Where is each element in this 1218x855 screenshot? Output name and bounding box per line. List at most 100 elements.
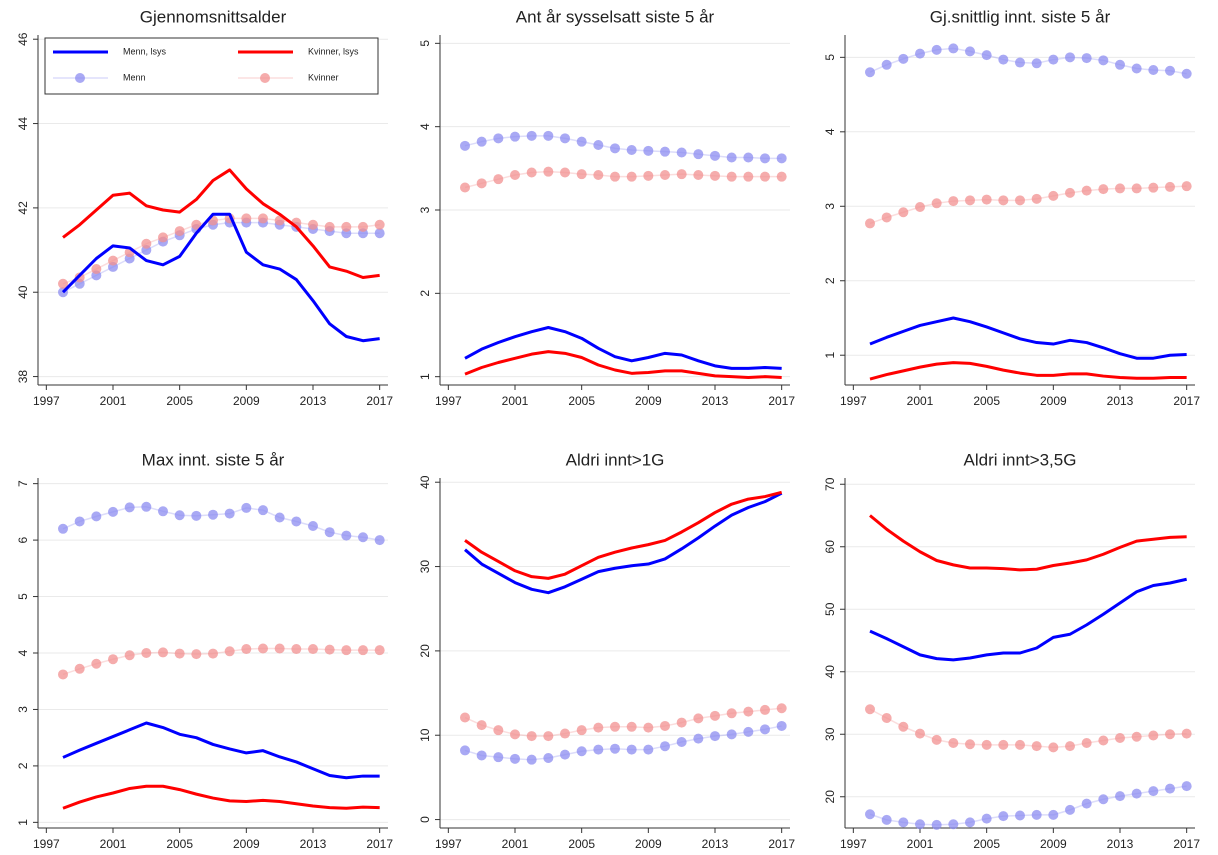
data-point: [610, 721, 620, 732]
legend-box: [44, 37, 379, 95]
chart-title: Gj.snittlig innt. siste 5 år: [930, 7, 1111, 26]
y-tick-label: 42: [16, 201, 30, 215]
data-point: [1165, 783, 1175, 794]
data-point: [1065, 187, 1075, 198]
data-point: [1181, 181, 1192, 192]
data-point: [998, 54, 1009, 65]
data-point: [58, 669, 68, 680]
data-point: [760, 704, 770, 715]
data-point: [460, 182, 470, 193]
data-point: [1115, 791, 1125, 802]
data-point: [865, 809, 875, 820]
data-point: [1065, 52, 1075, 63]
data-point: [776, 171, 787, 182]
series-line: [869, 514, 1187, 572]
x-tick-label: 2013: [300, 394, 327, 408]
data-point: [776, 703, 787, 714]
data-point: [593, 170, 604, 180]
series-line: [62, 168, 380, 279]
data-point: [74, 516, 85, 527]
data-point: [1165, 181, 1175, 192]
data-point: [1015, 810, 1025, 821]
x-tick-label: 2009: [635, 837, 662, 851]
data-point: [898, 817, 909, 828]
data-point: [341, 530, 352, 541]
y-tick-label: 10: [418, 728, 432, 742]
data-point: [610, 171, 620, 182]
data-point: [526, 167, 537, 178]
legend-label: Menn: [123, 72, 146, 82]
y-tick-label: 50: [823, 602, 837, 616]
data-point: [981, 813, 992, 824]
data-point: [1031, 741, 1042, 752]
data-point: [91, 264, 102, 275]
y-tick-label: 1: [823, 352, 837, 359]
x-tick-label: 2001: [100, 394, 127, 408]
data-point: [743, 726, 754, 737]
data-point: [1065, 804, 1075, 815]
data-point: [660, 741, 670, 752]
data-point: [108, 506, 118, 517]
data-point: [141, 238, 152, 249]
data-point: [1131, 63, 1142, 74]
data-point: [881, 59, 892, 70]
data-point: [1148, 65, 1159, 75]
data-point: [258, 505, 268, 516]
series-line: [464, 326, 782, 370]
data-point: [593, 140, 604, 150]
data-point: [510, 131, 520, 142]
x-tick-label: 1997: [435, 394, 462, 408]
y-tick-label: 3: [418, 206, 432, 213]
x-tick-label: 2001: [502, 837, 529, 851]
data-point: [58, 523, 68, 534]
x-tick-label: 2001: [907, 837, 934, 851]
x-tick-label: 2001: [502, 394, 529, 408]
data-point: [593, 744, 604, 755]
y-tick-label: 3: [823, 203, 837, 210]
x-tick-label: 2017: [768, 837, 795, 851]
y-tick-label: 38: [16, 370, 30, 384]
data-point: [676, 717, 687, 728]
data-point: [676, 147, 687, 158]
data-point: [915, 728, 925, 739]
data-point: [493, 725, 504, 736]
data-point: [526, 130, 537, 141]
data-point: [1081, 185, 1092, 196]
data-point: [258, 213, 268, 224]
y-tick-label: 6: [16, 536, 30, 543]
data-point: [726, 729, 737, 740]
series-line-faint: [869, 708, 1187, 749]
data-point: [881, 814, 892, 825]
data-point: [191, 649, 202, 660]
data-point: [576, 136, 587, 147]
x-tick-label: 2017: [768, 394, 795, 408]
y-tick-label: 40: [823, 665, 837, 679]
data-point: [91, 511, 102, 522]
legend-label: Menn, lsys: [123, 46, 167, 56]
x-tick-label: 2001: [100, 837, 127, 851]
data-point: [1081, 798, 1092, 809]
data-point: [1015, 195, 1025, 206]
data-point: [881, 212, 892, 223]
data-point: [643, 744, 654, 755]
data-point: [208, 509, 218, 520]
data-point: [610, 743, 620, 754]
y-tick-label: 2: [823, 277, 837, 284]
data-point: [258, 643, 268, 654]
x-tick-label: 1997: [840, 837, 867, 851]
data-point: [643, 145, 654, 156]
x-tick-label: 2005: [568, 837, 595, 851]
data-point: [108, 255, 118, 266]
y-tick-label: 44: [16, 117, 30, 131]
x-tick-label: 2001: [907, 394, 934, 408]
data-point: [1031, 809, 1042, 820]
data-point: [915, 819, 925, 830]
data-point: [743, 171, 754, 182]
data-point: [1148, 182, 1159, 193]
data-point: [543, 731, 554, 742]
x-tick-label: 1997: [33, 394, 60, 408]
x-tick-label: 2005: [166, 394, 193, 408]
data-point: [374, 219, 385, 230]
data-point: [626, 721, 637, 732]
